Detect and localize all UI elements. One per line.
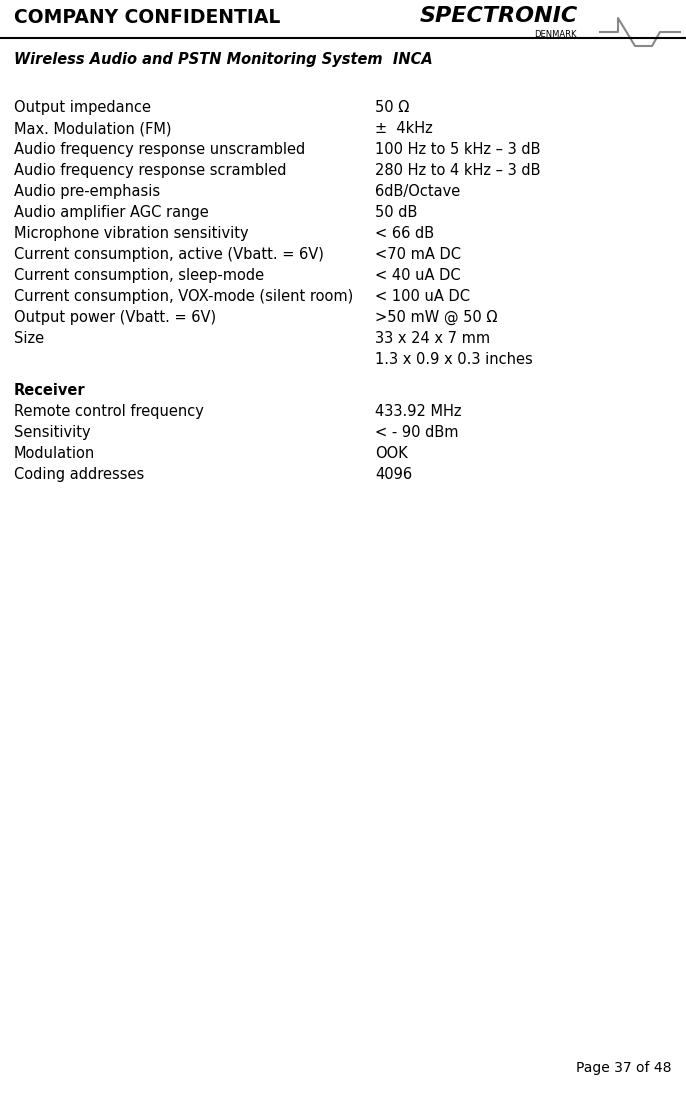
Text: Current consumption, active (Vbatt. = 6V): Current consumption, active (Vbatt. = 6V… [14,247,324,262]
Text: Receiver: Receiver [14,383,86,397]
Text: 4096: 4096 [375,466,412,482]
Text: ±  4kHz: ± 4kHz [375,122,433,136]
Text: <70 mA DC: <70 mA DC [375,247,461,262]
Text: Current consumption, sleep-mode: Current consumption, sleep-mode [14,268,264,283]
Text: >50 mW @ 50 Ω: >50 mW @ 50 Ω [375,310,497,325]
Text: Wireless Audio and PSTN Monitoring System  INCA: Wireless Audio and PSTN Monitoring Syste… [14,51,433,67]
Text: SPECTRONIC: SPECTRONIC [420,5,578,26]
Text: < - 90 dBm: < - 90 dBm [375,425,458,440]
Text: < 100 uA DC: < 100 uA DC [375,289,470,304]
Text: DENMARK: DENMARK [534,30,576,39]
Text: Output impedance: Output impedance [14,100,151,115]
Text: 50 dB: 50 dB [375,205,417,220]
Text: 1.3 x 0.9 x 0.3 inches: 1.3 x 0.9 x 0.3 inches [375,351,533,367]
Text: 280 Hz to 4 kHz – 3 dB: 280 Hz to 4 kHz – 3 dB [375,163,541,178]
Text: Audio amplifier AGC range: Audio amplifier AGC range [14,205,209,220]
Text: 433.92 MHz: 433.92 MHz [375,404,462,419]
Text: Remote control frequency: Remote control frequency [14,404,204,419]
Text: Coding addresses: Coding addresses [14,466,144,482]
Text: Output power (Vbatt. = 6V): Output power (Vbatt. = 6V) [14,310,216,325]
Text: Microphone vibration sensitivity: Microphone vibration sensitivity [14,226,248,241]
Text: Page 37 of 48: Page 37 of 48 [576,1061,672,1075]
Text: Sensitivity: Sensitivity [14,425,91,440]
Text: Size: Size [14,331,44,346]
Text: 6dB/Octave: 6dB/Octave [375,184,460,199]
Text: COMPANY CONFIDENTIAL: COMPANY CONFIDENTIAL [14,8,281,27]
Text: 50 Ω: 50 Ω [375,100,410,115]
Text: < 66 dB: < 66 dB [375,226,434,241]
Text: 33 x 24 x 7 mm: 33 x 24 x 7 mm [375,331,490,346]
Text: 100 Hz to 5 kHz – 3 dB: 100 Hz to 5 kHz – 3 dB [375,142,541,157]
Text: Audio frequency response unscrambled: Audio frequency response unscrambled [14,142,305,157]
Text: Modulation: Modulation [14,446,95,461]
Text: Audio frequency response scrambled: Audio frequency response scrambled [14,163,287,178]
Text: Current consumption, VOX-mode (silent room): Current consumption, VOX-mode (silent ro… [14,289,353,304]
Text: Audio pre-emphasis: Audio pre-emphasis [14,184,160,199]
Text: < 40 uA DC: < 40 uA DC [375,268,460,283]
Text: Max. Modulation (FM): Max. Modulation (FM) [14,122,172,136]
Text: OOK: OOK [375,446,407,461]
